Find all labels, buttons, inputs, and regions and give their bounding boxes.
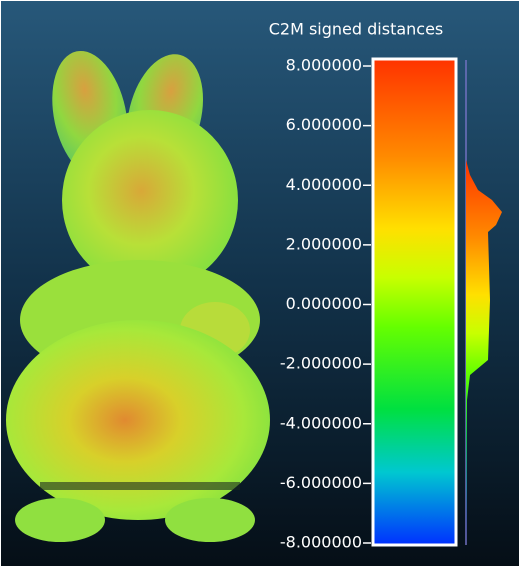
scale-label: -6.000000 — [280, 473, 362, 492]
scale-label: -8.000000 — [280, 533, 362, 552]
scale-label: 2.000000 — [286, 234, 362, 253]
scale-ticks: 8.000000 6.000000 4.000000 2.000000 0.000000… — [280, 56, 371, 552]
scale-label: 0.000000 — [286, 294, 362, 313]
foot — [15, 498, 105, 542]
scale-label: -2.000000 — [280, 354, 362, 373]
scale-label: -4.000000 — [280, 413, 362, 432]
scale-label: 8.000000 — [286, 56, 362, 75]
scale-label: 4.000000 — [286, 175, 362, 194]
color-scale — [373, 59, 456, 545]
scale-label: 6.000000 — [286, 115, 362, 134]
viewer: C2M signed distances 8.000000 6.000000 4.0… — [0, 0, 520, 567]
foot — [165, 498, 255, 542]
page: C2M signed distances 8.000000 6.000000 4.0… — [0, 0, 520, 567]
shadow — [40, 482, 240, 490]
scale-title: C2M signed distances — [269, 20, 444, 39]
